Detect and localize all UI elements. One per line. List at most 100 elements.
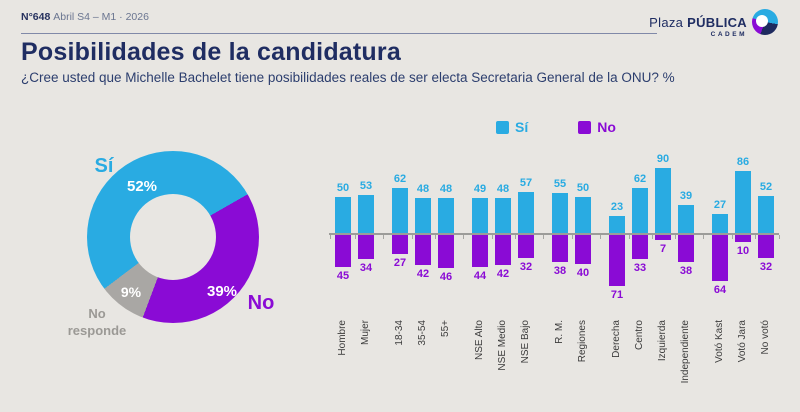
value-si-Derecha: 23 [610,201,624,213]
bar-si-Hombre [335,197,351,233]
bar-no-R. M. [552,235,568,262]
bar-si-NSE Alto [472,198,488,233]
brand-logo: Plaza PÚBLICA CADEM [649,9,778,38]
value-si-Izquierda: 90 [656,153,670,165]
value-no-NSE Alto: 44 [473,270,487,282]
axis-tick [515,235,516,239]
donut-label-no-responde-line2: responde [67,322,127,338]
value-no-35-54: 42 [416,268,430,280]
donut-value-no-responde: 9% [120,284,142,300]
category-label-Mujer: Mujer [351,320,381,345]
edition-label: N°648 Abril S4 – M1 · 2026 [21,11,149,23]
donut-label-no: No [247,292,275,314]
survey-question: ¿Cree usted que Michelle Bachelet tiene … [21,70,675,85]
bar-no-NSE Medio [495,235,511,265]
donut-label-no-responde: No responde [47,306,147,340]
bar-no-55+ [438,235,454,268]
bar-si-Derecha [609,216,625,233]
value-si-NSE Bajo: 57 [519,177,533,189]
value-si-55+: 48 [439,183,453,195]
value-no-R. M.: 38 [553,265,567,277]
legend-swatch-no-icon [578,120,592,134]
bar-no-Hombre [335,235,351,267]
bar-si-Regiones [575,197,591,233]
axis-tick [543,235,544,239]
axis-tick [492,235,493,239]
bar-si-R. M. [552,193,568,233]
bar-si-NSE Medio [495,198,511,233]
category-text: No votó [760,320,771,355]
bar-no-No votó [758,235,774,258]
value-si-NSE Medio: 48 [496,183,510,195]
value-no-NSE Medio: 42 [496,268,510,280]
donut-value-si: 52% [126,178,158,195]
edition-number: N°648 [21,11,51,23]
donut-chart [87,151,259,323]
legend-item-si: Sí [496,119,528,135]
value-no-Votó Kast: 64 [713,284,727,296]
category-text: NSE Medio [497,320,508,371]
value-no-Votó Jara: 10 [736,245,750,257]
brand-name-bold: PÚBLICA [687,15,747,30]
brand-subname: CADEM [710,31,747,38]
value-no-Izquierda: 7 [659,243,667,255]
page-title: Posibilidades de la candidatura [21,38,401,66]
value-no-18-34: 27 [393,257,407,269]
cadem-logo-icon [752,9,778,35]
value-no-55+: 46 [439,271,453,283]
bar-no-Derecha [609,235,625,286]
value-si-R. M.: 55 [553,178,567,190]
axis-tick [330,235,331,239]
bar-si-35-54 [415,198,431,233]
bar-no-Centro [632,235,648,259]
category-text: 35-54 [417,320,428,346]
brand-name: Plaza PÚBLICA [649,15,747,30]
axis-tick [732,235,733,239]
bar-no-Votó Kast [712,235,728,281]
bar-si-Votó Jara [735,171,751,233]
category-text: R. M. [554,320,565,344]
value-si-Independiente: 39 [679,190,693,202]
category-text: Derecha [611,320,622,358]
axis-tick [779,235,780,239]
value-no-Independiente: 38 [679,265,693,277]
legend-label-no: No [597,119,616,135]
bar-no-18-34 [392,235,408,254]
donut-hole [130,194,216,280]
axis-tick [412,235,413,239]
donut-label-no-responde-line1: No [88,306,106,321]
bar-no-Izquierda [655,235,671,240]
bar-si-55+ [438,198,454,233]
category-text: 55+ [440,320,451,337]
value-no-Hombre: 45 [336,270,350,282]
axis-tick [652,235,653,239]
category-text: Votó Kast [714,320,725,363]
bar-no-NSE Bajo [518,235,534,258]
axis-tick [572,235,573,239]
axis-tick [435,235,436,239]
category-text: NSE Alto [474,320,485,361]
bar-si-18-34 [392,188,408,233]
value-si-Hombre: 50 [336,182,350,194]
value-si-Centro: 62 [633,173,647,185]
bar-si-Votó Kast [712,214,728,233]
axis-tick [600,235,601,239]
value-no-No votó: 32 [759,261,773,273]
value-no-NSE Bajo: 32 [519,261,533,273]
header-divider [21,33,657,34]
axis-tick [383,235,384,239]
bar-no-Independiente [678,235,694,262]
category-text: NSE Bajo [520,320,531,364]
bar-no-35-54 [415,235,431,265]
value-si-Mujer: 53 [359,180,373,192]
category-text: 18-34 [394,320,405,346]
category-label-Independiente: Independiente [671,320,701,383]
axis-tick [703,235,704,239]
zero-baseline-axis [329,233,779,235]
legend-item-no: No [578,119,616,135]
value-no-Derecha: 71 [610,289,624,301]
value-si-Votó Kast: 27 [713,199,727,211]
value-si-35-54: 48 [416,183,430,195]
category-label-NSE Bajo: NSE Bajo [511,320,541,363]
axis-tick [629,235,630,239]
